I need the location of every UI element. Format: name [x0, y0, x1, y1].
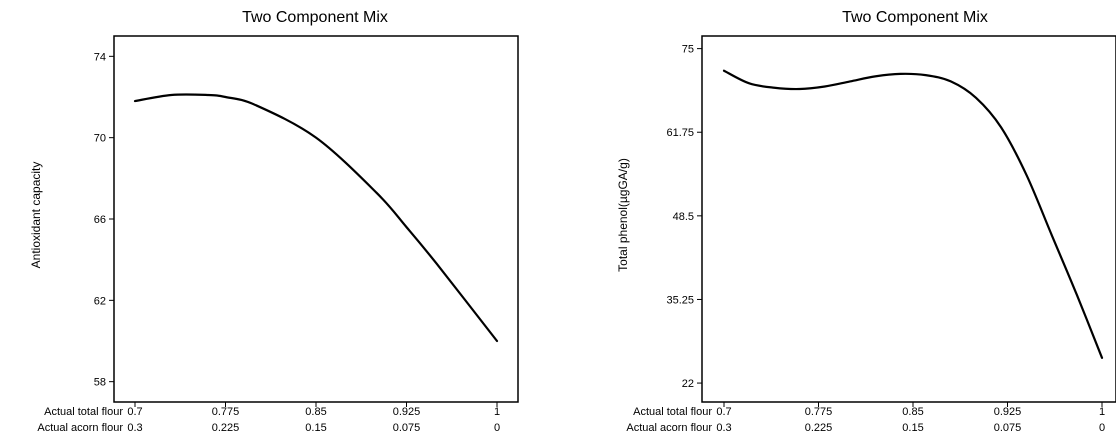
series	[722, 69, 1104, 359]
x-tick-label: 0.225	[805, 422, 833, 434]
x-tick-label: 0.075	[393, 422, 421, 434]
y-tick-label: 22	[682, 378, 694, 390]
x-axis-row-labels: Actual total flour Actual acorn flour	[626, 406, 712, 434]
chart-antioxidant: Two Component Mix Antioxidant capacity 5…	[29, 9, 519, 434]
x-axis-row-label: Actual acorn flour	[37, 422, 123, 434]
x-tick-label: 0.3	[127, 422, 142, 434]
x-tick-label: 0.85	[902, 406, 923, 418]
y-tick-label: 61.75	[666, 127, 694, 139]
y-ticks: 58 62 66 70 74	[94, 51, 114, 389]
x-axis-row-labels: Actual total flour Actual acorn flour	[37, 406, 123, 434]
x-tick-label: 0	[1099, 422, 1105, 434]
plot-frame	[701, 35, 1116, 403]
x-tick-label: 0.85	[305, 406, 326, 418]
y-tick-label: 75	[682, 44, 694, 56]
x-axis-row-label: Actual total flour	[44, 406, 123, 418]
y-axis-label: Total phenol(µgGA/g)	[616, 158, 630, 272]
chart-title: Two Component Mix	[242, 9, 388, 26]
y-tick-label: 66	[94, 214, 106, 226]
y-tick-label: 35.25	[666, 294, 694, 306]
chart-title: Two Component Mix	[842, 9, 988, 26]
plot-frame	[113, 35, 519, 403]
series-line	[133, 93, 499, 343]
y-tick-label: 70	[94, 133, 106, 145]
y-tick-label: 58	[94, 377, 106, 389]
y-axis-label: Antioxidant capacity	[29, 162, 43, 269]
x-ticks: 0.7 0.3 0.775 0.225 0.85 0.15 0.925 0.075 1 0	[716, 402, 1105, 434]
chart-total-phenol: Two Component Mix Total phenol(µgGA/g) 2…	[616, 9, 1116, 434]
x-tick-label: 0.925	[393, 406, 421, 418]
x-tick-label: 0.3	[716, 422, 731, 434]
y-tick-label: 62	[94, 295, 106, 307]
x-ticks: 0.7 0.3 0.775 0.225 0.85 0.15 0.925 0.075 1 0	[127, 402, 500, 434]
y-ticks: 22 35.25 48.5 61.75 75	[666, 44, 702, 390]
x-tick-label: 1	[494, 406, 500, 418]
x-tick-label: 0.775	[805, 406, 833, 418]
x-tick-label: 0.7	[716, 406, 731, 418]
x-tick-label: 0.225	[212, 422, 240, 434]
x-tick-label: 1	[1099, 406, 1105, 418]
x-tick-label: 0.925	[994, 406, 1022, 418]
x-tick-label: 0.7	[127, 406, 142, 418]
x-tick-label: 0.775	[212, 406, 240, 418]
x-axis-row-label: Actual total flour	[633, 406, 712, 418]
series-line	[722, 69, 1104, 359]
x-tick-label: 0.15	[305, 422, 326, 434]
x-axis-row-label: Actual acorn flour	[626, 422, 712, 434]
x-tick-label: 0	[494, 422, 500, 434]
x-tick-label: 0.075	[994, 422, 1022, 434]
x-tick-label: 0.15	[902, 422, 923, 434]
series	[133, 93, 499, 343]
y-tick-label: 74	[94, 51, 106, 63]
y-tick-label: 48.5	[673, 211, 694, 223]
